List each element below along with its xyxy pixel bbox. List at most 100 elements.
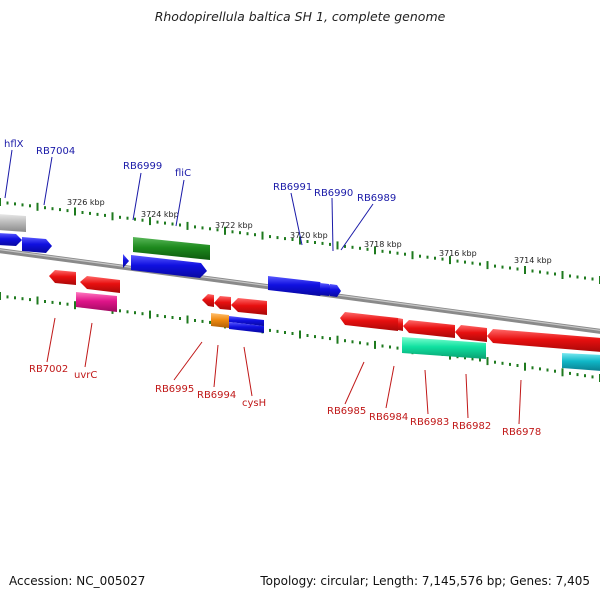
- gene-feature[interactable]: [402, 337, 486, 359]
- scale-minor-tick: [306, 334, 309, 337]
- gene-label[interactable]: cysH: [242, 398, 266, 409]
- scale-major-tick: [186, 221, 189, 230]
- scale-minor-tick: [494, 360, 496, 364]
- scale-minor-tick: [501, 265, 504, 269]
- gene-feature[interactable]: [398, 318, 403, 331]
- scale-minor-tick: [576, 373, 579, 377]
- scale-major-tick: [449, 256, 451, 265]
- scale-minor-tick: [29, 298, 31, 302]
- genome-summary-text: Topology: circular; Length: 7,145,576 bp…: [260, 574, 590, 588]
- scale-minor-tick: [479, 262, 481, 266]
- scale-minor-tick: [554, 369, 556, 373]
- scale-minor-tick: [389, 250, 391, 254]
- gene-feature[interactable]: [76, 292, 117, 312]
- scale-minor-tick: [59, 301, 61, 305]
- scale-minor-tick: [359, 246, 361, 250]
- gene-label[interactable]: RB6994: [197, 390, 236, 401]
- gene-feature[interactable]: [0, 233, 22, 246]
- scale-minor-tick: [576, 275, 579, 279]
- gene-label[interactable]: RB6985: [327, 406, 366, 417]
- gene-label[interactable]: RB6984: [369, 412, 408, 423]
- gene-feature[interactable]: [229, 316, 264, 326]
- gene-feature[interactable]: [123, 254, 129, 268]
- gene-feature[interactable]: [268, 276, 325, 296]
- gene-label[interactable]: hflX: [4, 139, 24, 150]
- gene-label[interactable]: fliC: [175, 168, 191, 179]
- gene-label[interactable]: RB6978: [502, 427, 541, 438]
- gene-label[interactable]: uvrC: [74, 370, 97, 381]
- scale-minor-tick: [531, 269, 534, 273]
- gene-feature[interactable]: [330, 284, 341, 297]
- scale-minor-tick: [14, 296, 16, 300]
- scale-major-tick: [299, 330, 301, 339]
- scale-minor-tick: [81, 211, 84, 214]
- gene-feature[interactable]: [320, 283, 333, 296]
- scale-minor-tick: [89, 211, 91, 215]
- gene-label[interactable]: RB6990: [314, 188, 353, 199]
- gene-label[interactable]: RB6991: [273, 182, 312, 193]
- scale-minor-tick: [284, 331, 286, 334]
- scale-minor-tick: [314, 335, 316, 339]
- gene-feature[interactable]: [22, 237, 52, 253]
- scale-major-tick: [486, 261, 489, 270]
- gene-feature[interactable]: [49, 270, 76, 285]
- scale-major-tick: [524, 362, 526, 371]
- scale-minor-tick: [134, 217, 136, 221]
- gene-label[interactable]: RB6983: [410, 417, 449, 428]
- scale-major-tick: [149, 310, 151, 319]
- gene-label[interactable]: RB7004: [36, 146, 75, 157]
- scale-minor-tick: [66, 302, 69, 306]
- scale-minor-tick: [479, 358, 481, 362]
- scale-minor-tick: [209, 227, 211, 231]
- scale-minor-tick: [366, 247, 369, 251]
- scale-minor-tick: [209, 320, 211, 324]
- scale-minor-tick: [51, 207, 54, 211]
- gene-feature[interactable]: [403, 320, 455, 338]
- gene-label[interactable]: RB7002: [29, 364, 68, 375]
- gene-feature[interactable]: [131, 255, 207, 278]
- gene-feature[interactable]: [231, 298, 267, 315]
- scale-minor-tick: [179, 223, 181, 227]
- gene-label[interactable]: RB6995: [155, 384, 194, 395]
- label-leaders-reverse: [46, 317, 522, 425]
- gene-feature[interactable]: [340, 312, 398, 331]
- scale-major-tick: [561, 368, 564, 377]
- scale-minor-tick: [381, 249, 384, 253]
- scale-major-tick: [0, 292, 1, 300]
- scale-major-tick: [336, 335, 339, 344]
- scale-minor-tick: [156, 314, 159, 318]
- scale-minor-tick: [351, 245, 354, 249]
- gene-feature[interactable]: [487, 329, 600, 352]
- scale-minor-tick: [516, 267, 519, 271]
- scale-label: 3722 kbp: [215, 221, 253, 230]
- scale-minor-tick: [509, 266, 511, 270]
- gene-feature[interactable]: [133, 237, 210, 260]
- scale-minor-tick: [584, 374, 586, 378]
- scale-minor-tick: [44, 206, 46, 210]
- gene-feature[interactable]: [0, 214, 26, 232]
- gene-feature[interactable]: [80, 276, 120, 293]
- scale-ticks-outer: [0, 198, 600, 284]
- scale-major-tick: [486, 357, 489, 366]
- gene-feature[interactable]: [455, 325, 487, 342]
- scale-minor-tick: [591, 277, 594, 281]
- gene-feature[interactable]: [562, 353, 600, 371]
- gene-feature[interactable]: [229, 322, 264, 333]
- gene-feature[interactable]: [214, 296, 231, 310]
- scale-minor-tick: [471, 261, 474, 265]
- scale-minor-tick: [494, 264, 496, 268]
- scale-minor-tick: [6, 295, 9, 299]
- scale-minor-tick: [66, 209, 69, 213]
- gene-label[interactable]: RB6999: [123, 161, 162, 172]
- gene-label[interactable]: RB6989: [357, 193, 396, 204]
- scale-minor-tick: [201, 226, 204, 230]
- gene-feature[interactable]: [202, 294, 214, 307]
- gene-label[interactable]: RB6982: [452, 421, 491, 432]
- scale-minor-tick: [434, 256, 436, 260]
- scale-label: 3726 kbp: [67, 198, 105, 207]
- scale-minor-tick: [119, 309, 121, 313]
- gene-feature[interactable]: [211, 313, 229, 328]
- scale-minor-tick: [344, 339, 346, 343]
- scale-minor-tick: [591, 375, 594, 379]
- scale-minor-tick: [464, 260, 466, 264]
